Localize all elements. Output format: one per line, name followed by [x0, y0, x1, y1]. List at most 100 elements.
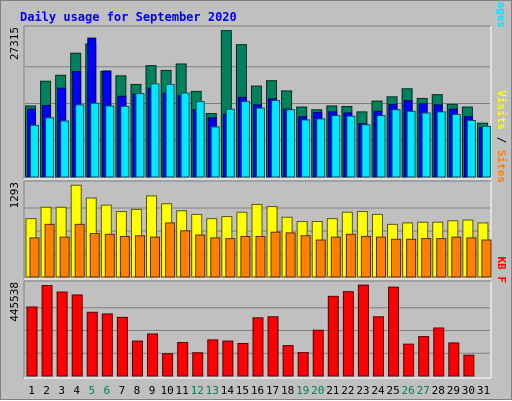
x-axis-labels: 1 2 3 4 5 6 7 8 9 10 11 12 13 14 15 16 17 18 19 20 21 22 23 24 2… [28, 384, 490, 397]
bar-kb-f [162, 353, 174, 377]
bar-pages [316, 118, 326, 178]
x-tick-label: 10 [160, 384, 173, 397]
bar-sites [270, 231, 281, 278]
bar-kb-f [342, 291, 354, 377]
bar-sites [255, 235, 266, 278]
bar-sites [285, 232, 296, 278]
x-tick-label: 18 [281, 384, 294, 397]
x-tick-label: 30 [462, 384, 475, 397]
bar-sites [360, 235, 371, 278]
bar-pages [346, 115, 356, 178]
x-tick-label: 16 [251, 384, 264, 397]
bar-kb-f [116, 316, 128, 377]
legend-item: Sites [495, 150, 508, 183]
panel-kbytes: 445538 KB F [8, 257, 508, 379]
bar-kb-f [357, 284, 369, 377]
bar-sites [74, 223, 85, 278]
bar-pages [286, 109, 296, 178]
x-tick-label: 13 [206, 384, 219, 397]
bar-sites [451, 236, 462, 278]
x-tick-label: 17 [266, 384, 279, 397]
bar-sites [150, 236, 161, 278]
bar-kb-f [56, 291, 68, 377]
bar-sites [406, 238, 417, 278]
chart-panels: 27315 Hits / Files / Pages 1293 Visits / Si… [8, 1, 508, 379]
x-tick-label: 7 [119, 384, 126, 397]
bar-kb-f [267, 316, 279, 377]
bar-kb-f [312, 329, 324, 377]
legend-hits-files-pages: Hits / Files / Pages [495, 1, 508, 28]
chart-title: Daily usage for September 2020 [20, 10, 237, 24]
bar-sites [375, 236, 386, 278]
bar-pages [30, 124, 39, 178]
bar-kb-f [448, 342, 460, 377]
x-tick-label: 28 [432, 384, 445, 397]
bar-sites [210, 237, 221, 278]
x-tick-label: 27 [417, 384, 430, 397]
bar-pages [210, 126, 220, 178]
x-tick-label: 6 [104, 384, 111, 397]
x-tick-label: 23 [356, 384, 369, 397]
x-tick-label: 21 [326, 384, 339, 397]
bar-kb-f [41, 285, 53, 377]
bar-kb-f [297, 352, 309, 377]
bar-pages [255, 107, 265, 178]
bar-pages [466, 119, 476, 178]
bar-sites [391, 238, 402, 278]
bar-pages [451, 114, 461, 178]
bar-kb-f [71, 294, 83, 377]
bar-sites [29, 237, 40, 278]
bar-kb-f [192, 352, 204, 377]
x-tick-label: 22 [341, 384, 354, 397]
bar-sites [180, 230, 191, 278]
legend-item: Pages [495, 1, 508, 28]
bar-pages [361, 124, 371, 178]
bar-pages [240, 101, 250, 178]
bar-sites [165, 222, 176, 278]
x-tick-label: 4 [73, 384, 80, 397]
x-tick-label: 15 [236, 384, 249, 397]
bar-kb-f [252, 317, 264, 377]
bar-sites [421, 238, 432, 278]
x-tick-label: 2 [43, 384, 50, 397]
legend-kbytes: KB F [495, 257, 508, 284]
x-tick-label: 1 [28, 384, 35, 397]
bar-kb-f [222, 340, 234, 377]
bar-sites [59, 236, 70, 278]
axis-max-label: 27315 [8, 27, 21, 60]
bar-kb-f [282, 345, 294, 377]
bar-pages [391, 109, 401, 178]
bar-pages [406, 110, 416, 178]
x-tick-label: 26 [402, 384, 415, 397]
axis-max-label: 445538 [8, 282, 21, 322]
bar-pages [376, 115, 386, 178]
x-tick-label: 12 [191, 384, 204, 397]
bar-sites [466, 237, 477, 278]
bar-kb-f [26, 306, 38, 377]
legend-separator: / [495, 130, 508, 150]
x-tick-label: 9 [149, 384, 156, 397]
bar-kb-f [131, 340, 143, 377]
bar-sites [315, 239, 326, 278]
bar-sites [481, 239, 492, 278]
bar-kb-f [207, 339, 219, 377]
legend-item: KB F [495, 257, 508, 284]
bar-pages [105, 105, 115, 178]
bar-kb-f [372, 316, 384, 377]
bar-pages [436, 111, 446, 178]
bar-kb-f [101, 313, 113, 377]
x-tick-label: 14 [221, 384, 235, 397]
x-tick-label: 20 [311, 384, 324, 397]
bar-pages [60, 120, 70, 178]
x-tick-label: 5 [88, 384, 95, 397]
bar-pages [120, 106, 130, 178]
bar-pages [271, 100, 281, 178]
x-tick-label: 11 [176, 384, 189, 397]
bar-sites [104, 233, 115, 278]
bar-sites [195, 234, 206, 278]
bar-pages [481, 125, 491, 178]
bar-sites [345, 233, 356, 278]
x-tick-label: 24 [371, 384, 385, 397]
legend-visits-sites: Visits / Sites [495, 90, 508, 183]
